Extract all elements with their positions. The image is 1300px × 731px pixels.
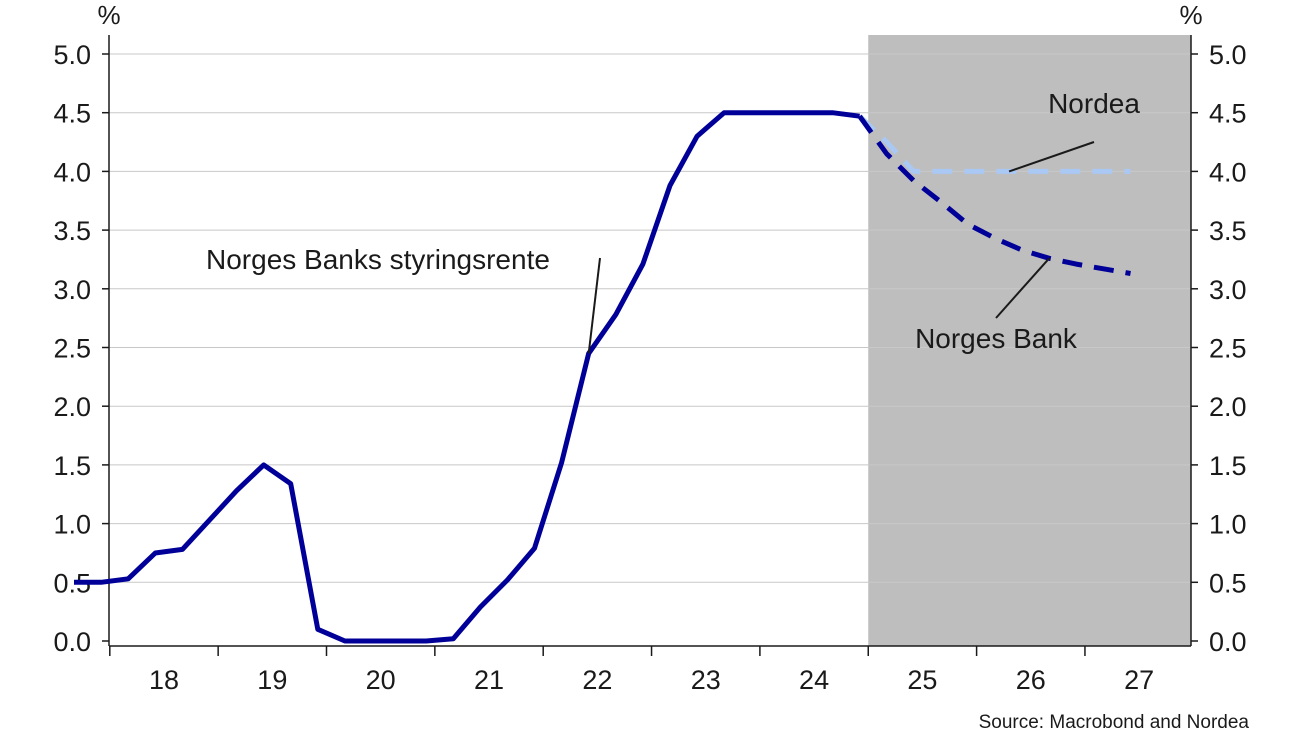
x-tick-label: 21	[474, 665, 504, 695]
y-tick-label-right: 5.0	[1209, 40, 1247, 70]
x-tick-label: 24	[799, 665, 829, 695]
series-line-norges-bank	[857, 114, 1131, 276]
series-lines	[74, 110, 1131, 644]
x-tick-label: 22	[582, 665, 612, 695]
source-note: Source: Macrobond and Nordea	[979, 712, 1250, 731]
annotation-leaders	[587, 141, 1095, 354]
y-tick-label-left: 0.0	[53, 627, 91, 657]
annotation-norges-bank: Norges Bank	[915, 323, 1078, 354]
y-tick-label-left: 4.5	[53, 99, 91, 129]
y-tick-label-right: 4.0	[1209, 157, 1247, 187]
y-tick-label-right: 1.0	[1209, 510, 1247, 540]
axes	[102, 35, 1198, 656]
y-unit-right: %	[1179, 0, 1202, 30]
y-tick-label-left: 3.0	[53, 275, 91, 305]
tick-labels: 0.0 0.00.5 0.51.0 1.01.5 1.52.0 2.02.5 2.53.0 3…	[53, 40, 1246, 695]
leader-nordea	[1008, 141, 1095, 173]
series-line-nordea	[857, 114, 1131, 174]
y-tick-label-right: 0.5	[1209, 568, 1247, 598]
y-tick-label-right: 2.0	[1209, 392, 1247, 422]
leader-norges-bank	[995, 257, 1050, 319]
x-tick-label: 27	[1124, 665, 1154, 695]
y-tick-label-right: 0.0	[1209, 627, 1247, 657]
y-tick-label-left: 1.0	[53, 510, 91, 540]
series-line-norges-banks-styringsrente	[74, 110, 860, 644]
forecast-shade-area	[868, 35, 1191, 646]
annotation-norges-banks-styringsrente: Norges Banks styringsrente	[206, 244, 550, 275]
y-tick-label-left: 5.0	[53, 40, 91, 70]
leader-norges-banks-styringsrente	[587, 257, 601, 354]
y-tick-label-left: 4.0	[53, 157, 91, 187]
y-tick-label-left: 3.5	[53, 216, 91, 246]
y-tick-label-right: 2.5	[1209, 334, 1247, 364]
y-unit-left: %	[97, 0, 120, 30]
x-tick-label: 25	[907, 665, 937, 695]
y-tick-label-right: 1.5	[1209, 451, 1247, 481]
annotation-nordea: Nordea	[1048, 88, 1140, 119]
y-tick-label-left: 1.5	[53, 451, 91, 481]
x-tick-label: 18	[149, 665, 179, 695]
forecast-shading	[868, 35, 1191, 646]
x-tick-label: 19	[257, 665, 287, 695]
y-tick-label-left: 2.0	[53, 392, 91, 422]
y-tick-label-right: 3.0	[1209, 275, 1247, 305]
y-tick-label-left: 2.5	[53, 334, 91, 364]
gridlines	[109, 53, 1191, 583]
x-tick-label: 23	[691, 665, 721, 695]
y-tick-label-right: 3.5	[1209, 216, 1247, 246]
x-tick-label: 20	[366, 665, 396, 695]
y-tick-label-right: 4.5	[1209, 99, 1247, 129]
x-tick-label: 26	[1016, 665, 1046, 695]
